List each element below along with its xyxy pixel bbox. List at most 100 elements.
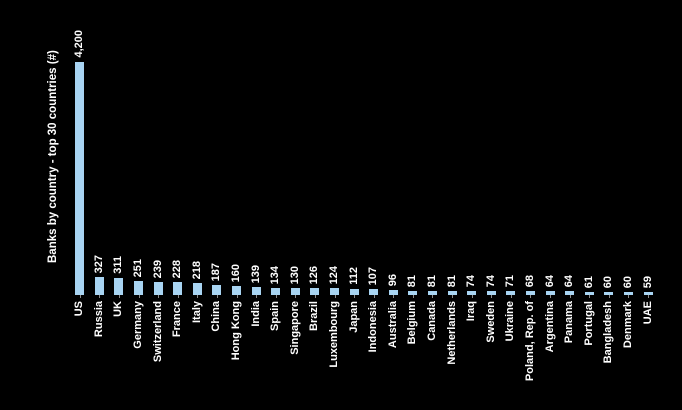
bar-column: 126 Brazil [305,62,325,331]
value-label: 59 [641,275,654,288]
category-label: Portugal [582,301,595,346]
value-label: 4,200 [73,30,86,58]
category-label: Japan [347,301,360,333]
bar [114,278,124,295]
axis-tick [412,295,414,298]
value-label: 251 [132,258,145,277]
bar [290,288,300,295]
axis-tick [491,295,493,298]
bar-column: 81 Belgium [403,62,423,345]
bar [134,281,144,295]
bar [153,282,163,295]
axis-tick [648,295,650,298]
category-label: Indonesia [367,301,380,353]
bar-column: 327 Russia [90,62,110,337]
value-label: 311 [112,256,125,274]
value-label: 71 [504,274,517,287]
category-label: Brazil [308,301,321,331]
bar-column: 251 Germany [129,62,149,349]
axis-tick [452,295,454,298]
bar [584,292,594,295]
category-label: Belgium [406,301,419,345]
bar-column: 61 Portugal [579,62,599,346]
axis-tick [471,295,473,298]
bar [75,62,85,295]
bar-column: 239 Switzerland [148,62,168,362]
axis-tick [608,295,610,298]
bar-column: 74 Sweden [481,62,501,343]
value-label: 60 [621,275,634,288]
bar [310,288,320,295]
axis-tick [295,295,297,298]
axis-tick [138,295,140,298]
category-label: Ukraine [504,301,517,342]
bar [604,292,614,295]
axis-tick [334,295,336,298]
bar-column: 81 Netherlands [442,62,462,365]
bar-column: 107 Indonesia [364,62,384,353]
value-label: 64 [543,274,556,287]
category-label: India [249,301,262,327]
axis-tick [275,295,277,298]
bar [192,283,202,295]
bar [271,288,281,295]
bar [330,288,340,295]
category-label: US [73,301,86,317]
value-label: 64 [563,274,576,287]
category-label: UAE [641,301,654,325]
value-label: 126 [308,265,321,284]
value-label: 107 [367,266,380,285]
axis-tick [393,295,395,298]
axis-tick [79,295,81,298]
category-label: Iraq [465,301,478,322]
value-label: 96 [386,273,399,286]
plot-area: 4,200 US 327 Russia 311 UK 251 Germany 239 Switze… [70,30,658,381]
bar-column: 228 France [168,62,188,337]
axis-tick [569,295,571,298]
category-label: Bangladesh [602,301,615,364]
value-label: 68 [523,274,536,287]
plot-columns: 4,200 US 327 Russia 311 UK 251 Germany 239 Switze… [70,30,658,381]
bar-column: 64 Argentina [540,62,560,353]
bar-column: 139 India [246,62,266,327]
value-label: 134 [269,265,282,284]
category-label: Switzerland [151,301,164,363]
value-label: 228 [171,259,184,278]
category-label: Singapore [288,301,301,355]
chart-title: Banks by country - top 30 countries (#) [47,50,59,264]
category-label: Netherlands [445,301,458,365]
category-label: Argentina [543,301,556,353]
value-label: 187 [210,262,223,281]
value-label: 139 [249,264,262,283]
value-label: 81 [425,274,438,287]
bar [408,291,418,295]
bar [427,291,437,295]
bar-column: 96 Australia [384,62,404,348]
bar [173,282,183,295]
bar-column: 160 Hong Kong [227,62,247,361]
value-label: 160 [230,263,243,282]
bar [251,287,261,295]
bar [349,289,359,295]
bar [212,285,222,295]
axis-tick [118,295,120,298]
bar-column: 74 Iraq [462,62,482,321]
category-label: Canada [425,301,438,341]
axis-tick [256,295,258,298]
axis-tick [354,295,356,298]
value-label: 239 [151,259,164,278]
bar-column: 134 Spain [266,62,286,331]
axis-tick [589,295,591,298]
bar [486,291,496,295]
bar [369,289,379,295]
value-label: 60 [602,275,615,288]
bar-column: 130 Singapore [286,62,306,355]
axis-tick [314,295,316,298]
bar [506,291,516,295]
bar [525,291,535,295]
value-label: 81 [445,274,458,287]
category-label: Spain [269,301,282,331]
axis-tick [158,295,160,298]
axis-tick [432,295,434,298]
category-label: Hong Kong [230,301,243,361]
